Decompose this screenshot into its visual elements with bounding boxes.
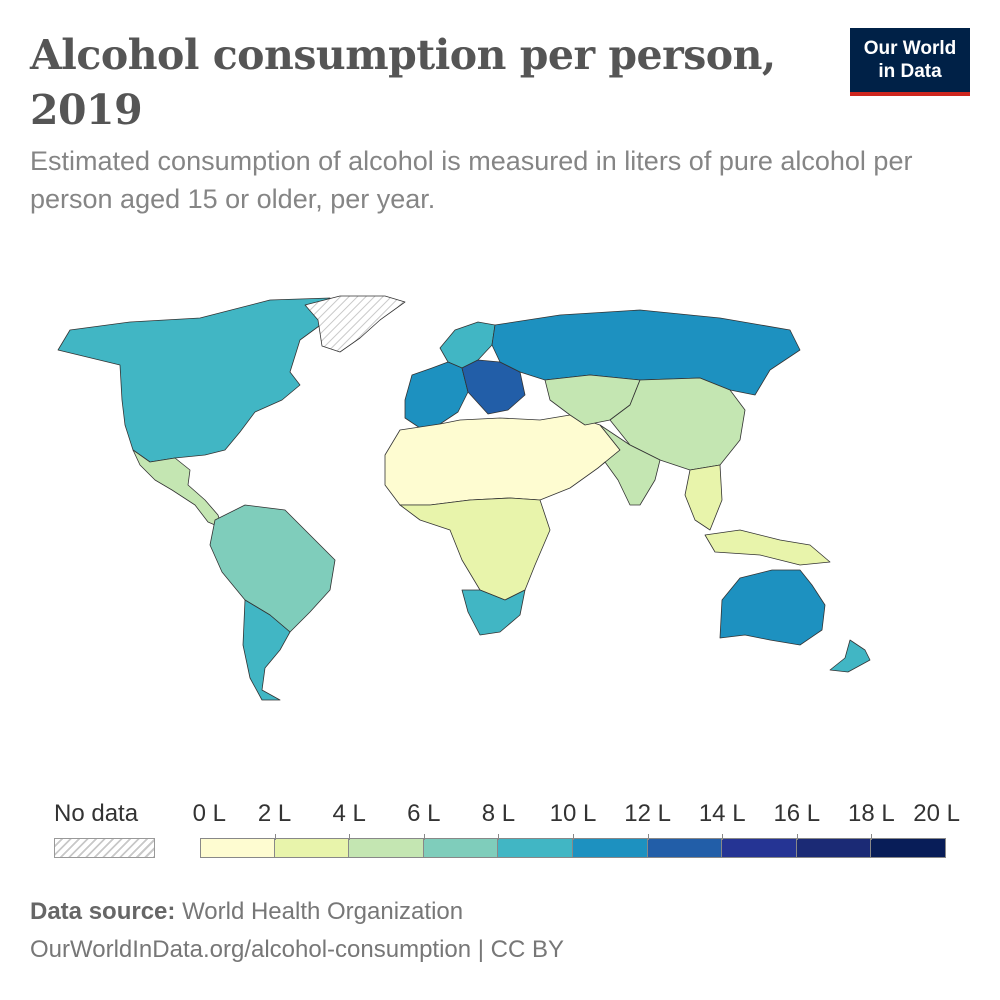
legend-tick-mark	[349, 834, 351, 840]
region-sub-saharan-africa[interactable]	[399, 497, 551, 601]
region-southeast-asia[interactable]	[684, 464, 831, 566]
legend-bin-14-16[interactable]	[722, 838, 797, 858]
legend-tick-mark	[498, 834, 500, 840]
legend-tick-label: 20 L	[913, 800, 961, 827]
legend-tick-mark	[722, 834, 724, 840]
world-map[interactable]	[0, 280, 1000, 720]
region-australia[interactable]	[719, 569, 826, 646]
chart-title: Alcohol consumption per person, 2019	[30, 31, 776, 134]
region-western-europe[interactable]	[404, 361, 469, 429]
legend-tick-mark	[871, 834, 873, 840]
legend-tick-label: 4 L	[332, 800, 366, 827]
legend-bin-10-12[interactable]	[573, 838, 648, 858]
region-india[interactable]	[597, 424, 661, 506]
legend-tick-label: 14 L	[698, 800, 746, 827]
legend-bin-4-6[interactable]	[349, 838, 424, 858]
region-southern-africa[interactable]	[461, 589, 526, 636]
legend-nodata-swatch[interactable]	[54, 838, 155, 858]
logo-line-2: in Data	[878, 61, 942, 82]
url-line[interactable]: OurWorldInData.org/alcohol-consumption |…	[30, 936, 565, 963]
legend-bin-12-14[interactable]	[647, 838, 723, 858]
region-greenland[interactable]	[304, 295, 406, 353]
legend-tick-mark	[647, 834, 649, 840]
legend-nodata-label: No data	[54, 800, 139, 827]
data-source-label: Data source:	[30, 898, 176, 925]
legend-tick-label: 12 L	[624, 800, 671, 827]
region-north-africa-middle-east[interactable]	[384, 414, 621, 506]
owid-logo[interactable]: Our World in Data	[850, 28, 970, 96]
region-north-america[interactable]	[57, 297, 331, 463]
legend-tick-label: 6 L	[407, 800, 441, 827]
region-new-zealand[interactable]	[829, 639, 871, 673]
legend-bin-0-2[interactable]	[200, 838, 275, 858]
legend-tick-label: 16 L	[773, 800, 821, 827]
legend-tick-mark	[573, 834, 574, 840]
legend-bin-18-20[interactable]	[871, 838, 946, 858]
region-south-america[interactable]	[209, 504, 336, 633]
legend-tick-label: 0 L	[192, 800, 227, 827]
legend-tick-mark	[274, 834, 276, 840]
legend-tick-label: 8 L	[481, 800, 516, 827]
legend-tick-mark	[423, 834, 425, 840]
legend-tick-label: 18 L	[848, 800, 895, 827]
legend-bin-16-18[interactable]	[796, 838, 872, 858]
legend-bin-2-4[interactable]	[274, 838, 350, 858]
legend-tick-label: 10 L	[549, 800, 597, 827]
legend-bin-6-8[interactable]	[423, 838, 499, 858]
chart-subtitle: Estimated consumption of alcohol is meas…	[30, 146, 913, 214]
logo-line-1: Our World	[863, 38, 957, 59]
region-eastern-europe[interactable]	[461, 359, 526, 415]
legend-bin-8-10[interactable]	[498, 838, 573, 858]
legend-tick-mark	[796, 834, 798, 840]
legend-tick-label: 2 L	[257, 800, 292, 827]
region-argentina-chile[interactable]	[242, 599, 291, 701]
data-source-value[interactable]: World Health Organization	[182, 898, 464, 925]
region-mexico-central-america[interactable]	[132, 449, 223, 529]
data-source-line: Data source: World Health Organization	[30, 898, 463, 926]
